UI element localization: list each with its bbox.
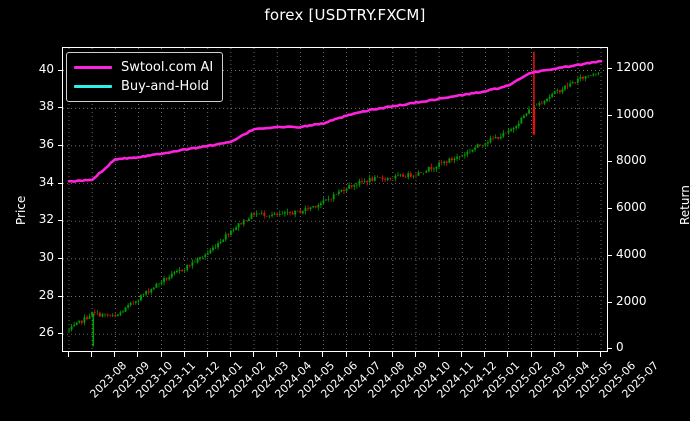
price-candlestick-series [68,51,600,347]
x-tick-mark [114,352,116,357]
y-tick-mark-left [58,69,62,71]
y-tick-label-left: 30 [38,249,54,264]
y-tick-label-right: 0 [616,340,624,355]
x-tick-mark [68,352,69,357]
y-tick-label-right: 10000 [616,106,655,121]
x-tick-mark [438,352,440,357]
chart-legend: Swtool.com AI Buy-and-Hold [66,52,224,102]
x-tick-mark [530,352,532,357]
plot-canvas [63,48,607,351]
x-tick-mark [160,352,162,357]
y-tick-mark-right [608,114,612,116]
x-tick-mark [600,352,601,357]
x-tick-mark [576,352,578,357]
y-tick-mark-left [58,333,62,335]
x-tick-mark [553,352,555,357]
y-tick-mark-right [608,208,612,210]
legend-line-swatch [74,66,112,69]
y-tick-mark-right [608,348,612,350]
x-tick-mark [137,352,139,357]
plot-area [62,47,608,352]
legend-line-swatch [74,85,112,88]
y-tick-label-left: 34 [38,174,54,189]
x-tick-mark [229,352,231,357]
y-tick-label-left: 36 [38,136,54,151]
legend-item[interactable]: Swtool.com AI [74,58,213,77]
chart-title: forex [USDTRY.FXCM] [264,6,426,24]
x-tick-mark [391,352,393,357]
equity-line-swtool-com-ai [67,59,603,183]
y-tick-label-right: 6000 [616,200,647,215]
x-tick-mark [183,352,185,357]
y-tick-label-right: 2000 [616,293,647,308]
x-tick-mark [91,352,93,357]
x-tick-mark [414,352,416,357]
y-tick-mark-right [608,301,612,303]
y-tick-label-right: 12000 [616,60,655,75]
y-tick-mark-left [58,144,62,146]
x-tick-mark [345,352,347,357]
y-tick-mark-left [58,295,62,297]
y-tick-label-left: 26 [38,325,54,340]
y-tick-label-left: 38 [38,99,54,114]
y-tick-mark-left [58,107,62,109]
y-tick-mark-left [58,257,62,259]
y-tick-label-left: 40 [38,61,54,76]
y-tick-mark-right [608,254,612,256]
x-tick-mark [253,352,255,357]
y-tick-mark-right [608,161,612,163]
legend-label: Buy-and-Hold [121,79,210,94]
x-tick-mark [461,352,463,357]
legend-label: Swtool.com AI [121,60,214,75]
y-tick-label-right: 4000 [616,246,647,261]
x-tick-mark [276,352,278,357]
x-tick-mark [322,352,324,357]
x-tick-mark [206,352,208,357]
x-tick-mark [507,352,509,357]
y-tick-mark-left [58,220,62,222]
x-tick-mark [368,352,370,357]
y-tick-label-left: 28 [38,287,54,302]
x-tick-mark [299,352,301,357]
y-axis-label-right: Return [678,185,690,225]
y-tick-mark-left [58,182,62,184]
x-tick-mark [484,352,486,357]
y-tick-label-left: 32 [38,212,54,227]
y-tick-label-right: 8000 [616,153,647,168]
legend-item[interactable]: Buy-and-Hold [74,77,213,96]
y-tick-mark-right [608,68,612,70]
